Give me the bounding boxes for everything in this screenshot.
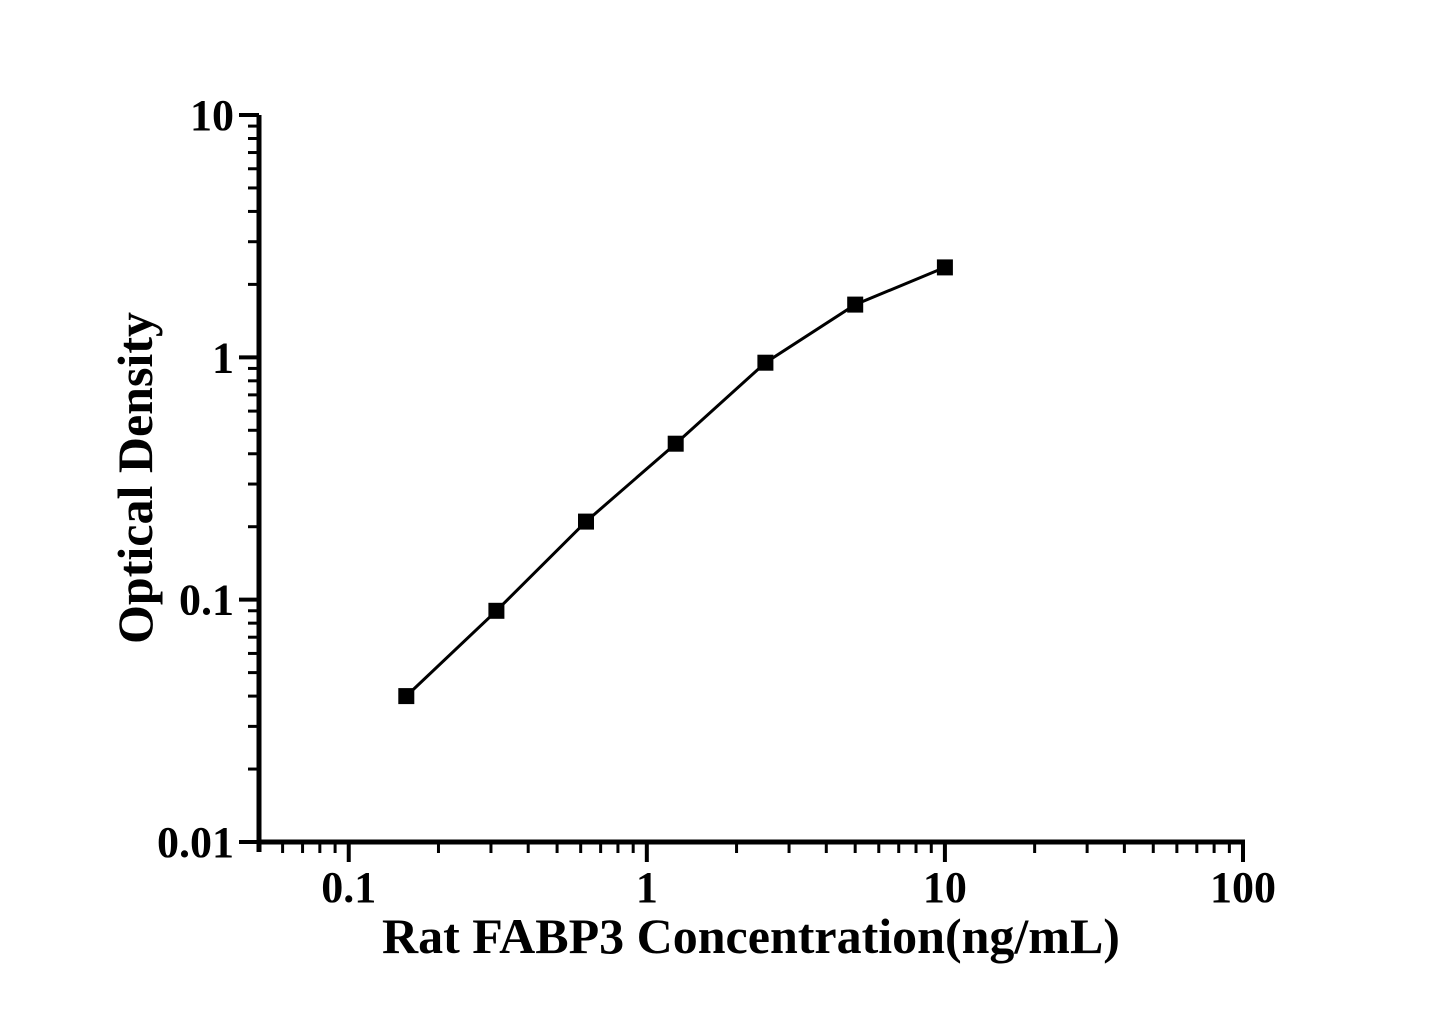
x-tick-label: 0.1 [321,863,376,912]
data-point-marker [757,354,774,371]
x-tick-label: 100 [1210,863,1276,912]
x-tick-label: 10 [923,863,967,912]
y-tick-label: 10 [190,91,234,140]
series-line [405,266,946,698]
data-point-marker [488,602,505,619]
y-tick-label: 0.1 [179,576,234,625]
data-point-marker [398,688,415,705]
x-axis-title: Rat FABP3 Concentration(ng/mL) [382,908,1120,964]
data-point-marker [578,513,594,530]
y-axis-title: Optical Density [107,312,163,644]
data-point-marker [847,296,864,313]
y-tick-label: 1 [212,333,234,382]
y-tick-label: 0.01 [157,818,234,867]
data-point-marker [667,435,684,452]
x-tick-label: 1 [636,863,658,912]
data-point-marker [936,259,953,276]
